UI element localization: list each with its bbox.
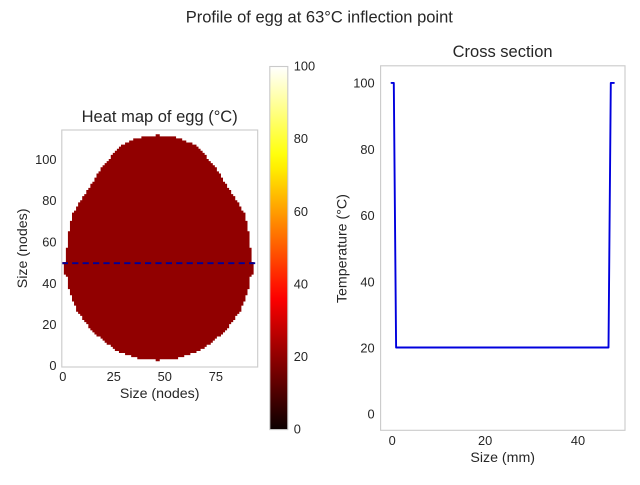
- svg-text:20: 20: [478, 433, 492, 448]
- svg-text:Size (mm): Size (mm): [470, 450, 535, 466]
- svg-text:0: 0: [389, 433, 396, 448]
- svg-text:0: 0: [294, 422, 301, 437]
- svg-text:60: 60: [294, 204, 308, 219]
- svg-text:0: 0: [59, 369, 66, 384]
- svg-text:100: 100: [35, 152, 56, 167]
- svg-text:100: 100: [294, 59, 315, 74]
- svg-text:Heat map of egg (°C): Heat map of egg (°C): [82, 108, 238, 126]
- svg-text:Size (nodes): Size (nodes): [120, 386, 200, 402]
- svg-text:40: 40: [294, 277, 308, 292]
- svg-text:25: 25: [107, 369, 121, 384]
- svg-text:Size (nodes): Size (nodes): [15, 209, 31, 289]
- svg-text:80: 80: [294, 131, 308, 146]
- svg-text:0: 0: [49, 358, 56, 373]
- svg-text:40: 40: [571, 433, 585, 448]
- svg-text:100: 100: [353, 76, 374, 91]
- svg-text:Cross section: Cross section: [453, 43, 553, 61]
- svg-text:60: 60: [42, 235, 56, 250]
- svg-text:40: 40: [360, 274, 374, 289]
- svg-text:75: 75: [209, 369, 223, 384]
- svg-text:20: 20: [42, 317, 56, 332]
- svg-text:80: 80: [42, 193, 56, 208]
- svg-text:20: 20: [294, 349, 308, 364]
- svg-text:50: 50: [158, 369, 172, 384]
- svg-text:20: 20: [360, 341, 374, 356]
- svg-text:0: 0: [367, 407, 374, 422]
- svg-text:Temperature (°C): Temperature (°C): [335, 194, 351, 303]
- svg-text:60: 60: [360, 208, 374, 223]
- svg-text:Profile of egg at 63°C inflect: Profile of egg at 63°C inflection point: [186, 9, 454, 27]
- svg-text:40: 40: [42, 276, 56, 291]
- svg-text:80: 80: [360, 142, 374, 157]
